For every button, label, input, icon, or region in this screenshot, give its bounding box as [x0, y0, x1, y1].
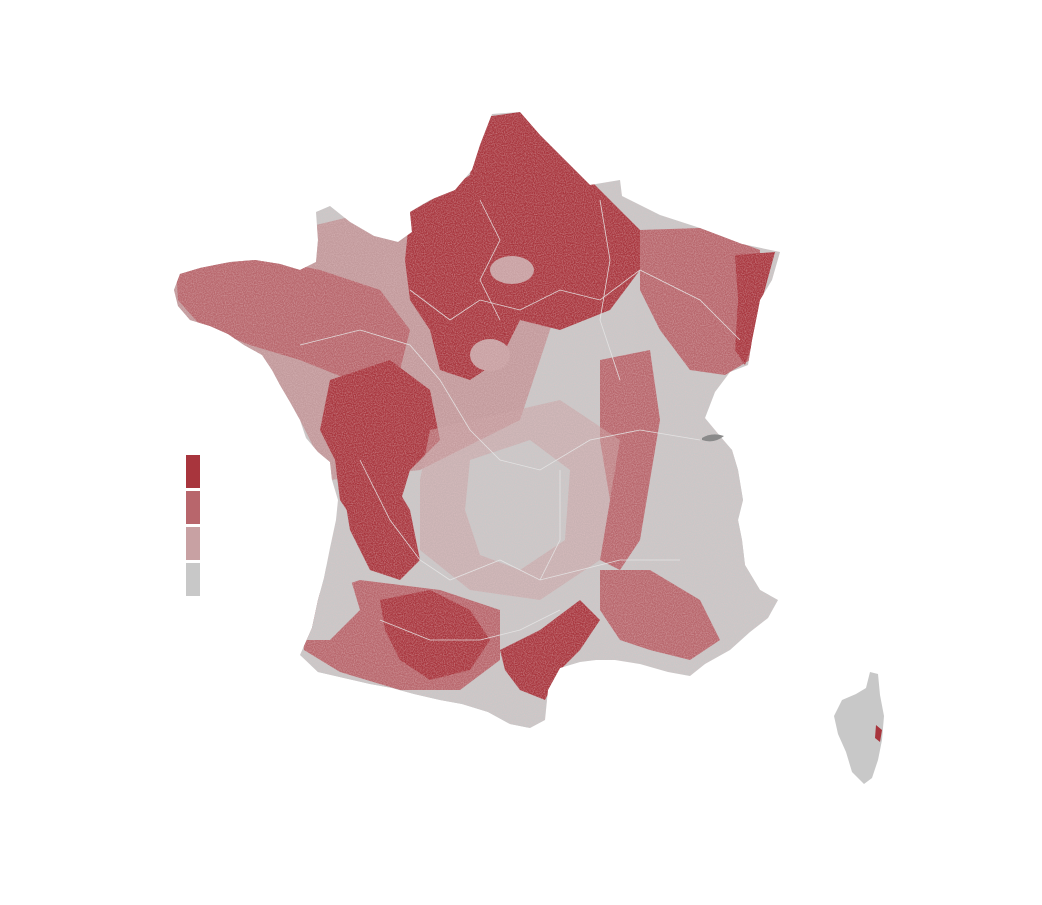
- legend-swatch-level-4: [186, 455, 200, 488]
- map-legend: [186, 455, 200, 599]
- choropleth-fills: [174, 112, 780, 728]
- lake-geneva: [702, 434, 724, 442]
- corsica-east-coast: [875, 725, 882, 742]
- legend-swatch-level-2: [186, 527, 200, 560]
- legend-swatch-level-1: [186, 563, 200, 596]
- region-boundaries: [299, 199, 741, 641]
- corsica: [834, 672, 884, 784]
- legend-swatch-level-3: [186, 491, 200, 524]
- speckle-texture: [174, 112, 780, 728]
